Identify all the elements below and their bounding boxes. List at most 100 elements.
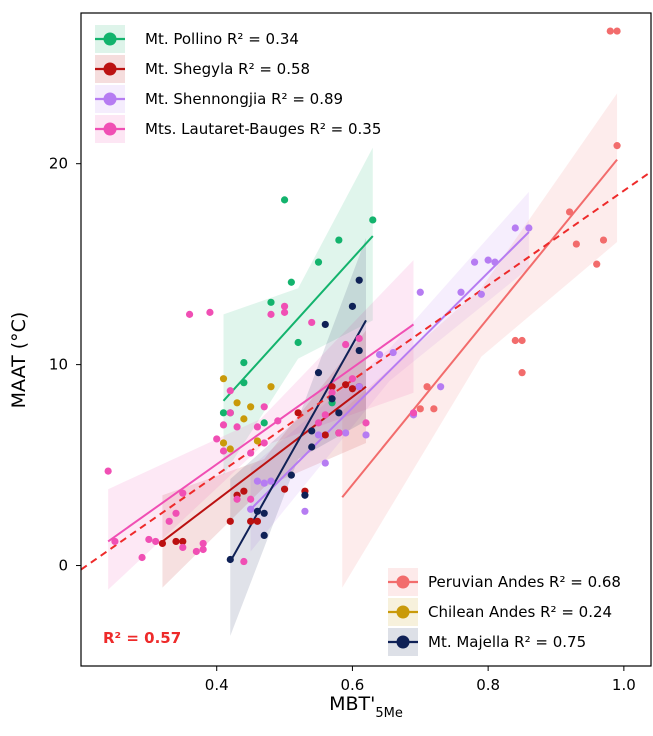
- mts-lautaret-bauges-point: [240, 557, 248, 566]
- mt-majella-point: [314, 369, 323, 377]
- legend-swatch-marker: [396, 605, 410, 619]
- legend-bottom-right: Peruvian Andes R² = 0.68 Chilean Andes R²…: [388, 568, 621, 656]
- mt-pollino-point: [240, 359, 248, 367]
- mt-majella-point: [355, 346, 363, 355]
- legend-item-mt-majella: Mt. Majella R² = 0.75: [388, 628, 586, 656]
- mt-shegyla-point: [321, 431, 329, 439]
- mt-shegyla-point: [240, 487, 248, 495]
- mts-lautaret-bauges-point: [165, 517, 173, 525]
- mts-lautaret-bauges-point: [267, 310, 275, 318]
- plot-frame: [80, 12, 652, 667]
- peruvian-andes-point: [593, 260, 601, 268]
- mts-lautaret-bauges-point: [226, 387, 234, 395]
- mt-majella-point: [348, 302, 357, 310]
- legend-item-mt-shennongjia: Mt. Shennongjia R² = 0.89: [95, 85, 343, 113]
- legend-item-chilean-andes: Chilean Andes R² = 0.24: [388, 598, 612, 626]
- peruvian-andes-point: [613, 142, 621, 150]
- mt-majella-point: [308, 443, 316, 451]
- legend-item-mt-shegyla: Mt. Shegyla R² = 0.58: [95, 55, 310, 83]
- mts-lautaret-bauges-point: [342, 340, 350, 349]
- mts-lautaret-bauges-point: [138, 553, 146, 562]
- mt-shegyla-point: [253, 517, 262, 525]
- mts-lautaret-bauges-point: [226, 409, 234, 417]
- mt-shennongjia-point: [484, 256, 492, 264]
- peruvian-andes-point: [572, 240, 580, 248]
- mt-shennongjia-point: [470, 258, 479, 266]
- mts-lautaret-bauges-point: [179, 543, 187, 552]
- mt-shegyla-point: [348, 385, 357, 393]
- legend-label: Mt. Majella R² = 0.75: [428, 633, 586, 651]
- mts-lautaret-bauges-point: [280, 308, 289, 316]
- mts-lautaret-bauges-point: [111, 537, 119, 546]
- peruvian-andes-point: [599, 236, 608, 244]
- mt-shennongjia-point: [301, 507, 309, 515]
- mts-lautaret-bauges-point: [348, 375, 357, 383]
- legend-label: Mts. Lautaret-Bauges R² = 0.35: [145, 120, 381, 138]
- legend-label: Peruvian Andes R² = 0.68: [428, 573, 621, 591]
- legend-item-mts-lautaret-bauges: Mts. Lautaret-Bauges R² = 0.35: [95, 115, 381, 143]
- legend-label: Mt. Shennongjia R² = 0.89: [145, 90, 343, 108]
- mts-lautaret-bauges-point: [321, 411, 329, 419]
- mt-pollino-point: [314, 258, 323, 266]
- mts-lautaret-bauges-fit-line: [107, 323, 415, 543]
- mt-majella-point: [226, 555, 234, 564]
- mt-shennongjia-point: [511, 224, 519, 232]
- mt-shegyla-fit-line: [161, 385, 367, 543]
- chilean-andes-point: [253, 437, 262, 445]
- mt-majella-point: [253, 507, 262, 515]
- mt-pollino-point: [335, 236, 343, 244]
- legend-item-peruvian-andes: Peruvian Andes R² = 0.68: [388, 568, 621, 596]
- x-tick-label: 0.8: [476, 676, 500, 694]
- mts-lautaret-bauges-point: [104, 467, 112, 475]
- mts-lautaret-bauges-point: [145, 535, 153, 544]
- mt-pollino-confidence-band: [223, 147, 373, 476]
- mts-lautaret-bauges-point: [233, 423, 241, 431]
- mts-lautaret-bauges-point: [247, 449, 255, 457]
- chilean-andes-point: [240, 415, 248, 423]
- legend-swatch-marker: [396, 635, 410, 649]
- x-axis-label-subscript: 5Me: [375, 706, 403, 721]
- mts-lautaret-bauges-point: [260, 403, 268, 411]
- mt-majella-point: [287, 471, 295, 479]
- mt-majella-point: [260, 509, 268, 517]
- mt-shennongjia-point: [321, 459, 329, 467]
- mt-pollino-point: [267, 298, 275, 306]
- mt-pollino-point: [280, 196, 289, 204]
- mt-shennongjia-point: [260, 479, 268, 487]
- y-axis-label: MAAT (°C): [8, 312, 30, 409]
- mt-majella-point: [308, 427, 316, 435]
- mts-lautaret-bauges-point: [219, 421, 228, 429]
- mt-shennongjia-point: [437, 383, 445, 391]
- mts-lautaret-bauges-point: [179, 489, 187, 497]
- chilean-andes-point: [219, 375, 228, 383]
- overall-fit-line: [81, 170, 651, 571]
- mt-pollino-point: [294, 338, 302, 347]
- x-axis: 0.4 0.6 0.8 1.0: [205, 666, 636, 694]
- x-tick-label: 1.0: [612, 676, 636, 694]
- mts-lautaret-bauges-point: [280, 302, 289, 310]
- legend-swatch-marker: [396, 575, 410, 589]
- mt-majella-point: [355, 276, 363, 284]
- mt-shegyla-point: [179, 537, 187, 546]
- mt-majella-point: [321, 320, 329, 329]
- peruvian-andes-point: [518, 369, 526, 377]
- mts-lautaret-bauges-point: [274, 417, 282, 425]
- mts-lautaret-bauges-point: [355, 334, 363, 343]
- mt-majella-point: [260, 531, 268, 540]
- mt-shennongjia-point: [525, 224, 533, 232]
- mt-pollino-point: [260, 419, 268, 427]
- mt-shegyla-point: [294, 409, 302, 417]
- mts-lautaret-bauges-point: [308, 318, 316, 327]
- mt-shegyla-point: [226, 517, 234, 525]
- mt-shennongjia-point: [375, 350, 384, 359]
- mt-shegyla-point: [280, 485, 289, 493]
- mts-lautaret-bauges-point: [328, 389, 336, 397]
- peruvian-andes-point: [511, 336, 519, 345]
- mts-lautaret-bauges-point: [253, 423, 262, 431]
- mt-shennongjia-point: [416, 288, 424, 296]
- legend-label: Mt. Shegyla R² = 0.58: [145, 60, 310, 78]
- mts-lautaret-bauges-point: [233, 495, 241, 503]
- mt-shennongjia-point: [253, 477, 262, 485]
- mts-lautaret-bauges-point: [247, 495, 255, 503]
